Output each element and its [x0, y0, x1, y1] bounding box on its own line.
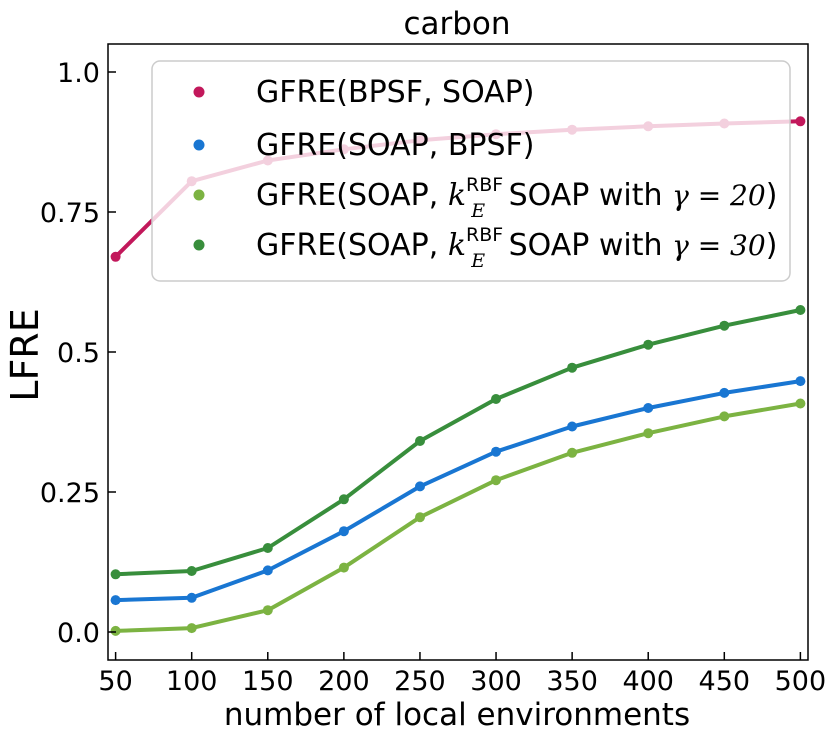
data-point [262, 543, 273, 553]
data-point [567, 362, 578, 373]
series-line-4 [113, 308, 803, 577]
legend: GFRE(BPSF, SOAP) GFRE(SOAP, BPSF) GFRE(SOA… [151, 60, 791, 282]
data-point [110, 569, 121, 580]
data-point [262, 605, 273, 616]
y-tick-label: 1.0 [57, 58, 100, 89]
data-point [491, 394, 501, 404]
legend-marker [193, 239, 205, 251]
data-point [795, 398, 806, 409]
data-point [262, 565, 273, 576]
data-point [491, 475, 501, 486]
x-tick-label: 150 [242, 666, 294, 697]
legend-marker [193, 189, 205, 201]
legend-label: GFRE(SOAP, kRBF E SOAP with γ = 30) [256, 224, 777, 272]
legend-item-2: GFRE(SOAP, BPSF) [193, 128, 535, 163]
x-tick-label: 300 [470, 666, 522, 697]
x-tick-label: 50 [98, 666, 132, 697]
data-point [186, 566, 197, 576]
data-point [795, 376, 806, 387]
data-point [415, 512, 425, 523]
x-tick-label: 200 [318, 666, 370, 697]
legend-label: GFRE(SOAP, BPSF) [256, 128, 535, 163]
axes: 50 100 150 200 250 300 350 400 450 500 0.0 0.25 0.5 0… [40, 43, 827, 697]
x-tick-label: 100 [166, 666, 218, 697]
data-point [186, 592, 197, 603]
series-3 [110, 398, 806, 636]
data-point [110, 251, 121, 262]
legend-box [151, 60, 791, 282]
y-tick-label: 0.75 [40, 198, 100, 229]
data-point [643, 339, 654, 350]
data-point [795, 116, 806, 127]
data-point [110, 595, 121, 606]
series-line-2 [113, 379, 803, 603]
x-tick-label: 450 [699, 666, 751, 697]
data-point [186, 623, 197, 634]
data-point [415, 436, 425, 446]
x-tick-label: 400 [622, 666, 674, 697]
y-tick-label: 0.25 [40, 478, 100, 509]
legend-marker [193, 86, 205, 98]
x-tick-label: 500 [775, 666, 827, 697]
y-tick-label: 0.5 [57, 338, 100, 369]
data-point [338, 562, 349, 573]
y-axis-title: LFRE [3, 308, 47, 401]
chart-title: carbon [403, 6, 510, 42]
data-point [567, 421, 578, 432]
series-2 [110, 376, 806, 606]
series-line-3 [113, 401, 803, 633]
data-point [719, 411, 730, 422]
legend-label: GFRE(BPSF, SOAP) [256, 75, 535, 110]
legend-item-3: GFRE(SOAP, kRBF E SOAP with γ = 20) [193, 174, 777, 222]
x-tick-label: 350 [546, 666, 598, 697]
x-axis-title: number of local environments [224, 697, 690, 733]
legend-item-1: GFRE(BPSF, SOAP) [193, 75, 535, 110]
data-point [643, 428, 654, 439]
legend-marker [193, 139, 205, 151]
data-point [643, 403, 654, 413]
data-point [795, 305, 806, 315]
data-point [415, 481, 425, 492]
data-point [719, 320, 730, 331]
series-4 [110, 305, 806, 580]
data-point [338, 526, 349, 537]
legend-item-4: GFRE(SOAP, kRBF E SOAP with γ = 30) [193, 224, 777, 272]
data-point [491, 446, 501, 457]
data-point [719, 387, 730, 398]
y-tick-label: 0.0 [57, 618, 100, 649]
data-point [567, 447, 578, 458]
data-point [110, 625, 121, 636]
legend-label: GFRE(SOAP, kRBF E SOAP with γ = 20) [256, 174, 777, 222]
x-tick-label: 250 [394, 666, 446, 697]
data-point [338, 494, 349, 505]
